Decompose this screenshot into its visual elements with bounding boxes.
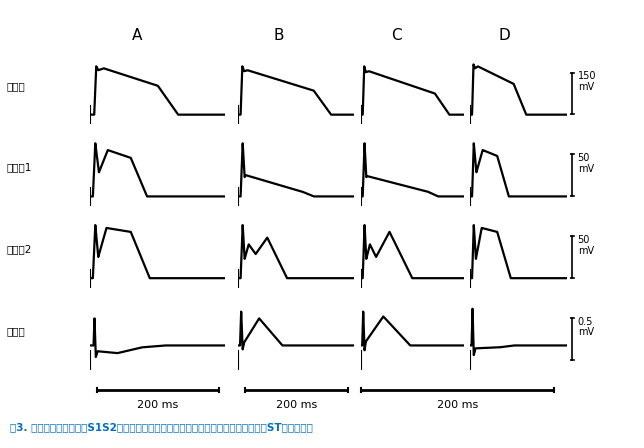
Text: C: C bbox=[392, 28, 402, 43]
Text: 200 ms: 200 ms bbox=[437, 400, 478, 409]
Text: 图3. 给予胍那地尔灌注、S1S2刺激、缩短基础周长刺激对内外膜复极平台期及心电图ST段的影响。: 图3. 给予胍那地尔灌注、S1S2刺激、缩短基础周长刺激对内外膜复极平台期及心电… bbox=[10, 422, 312, 432]
Text: 心内膜: 心内膜 bbox=[6, 81, 25, 90]
Text: 心外膜1: 心外膜1 bbox=[6, 163, 32, 172]
Text: 150
mV: 150 mV bbox=[578, 71, 596, 92]
Text: 200 ms: 200 ms bbox=[137, 400, 178, 409]
Text: 心电图: 心电图 bbox=[6, 326, 25, 336]
Text: D: D bbox=[498, 28, 510, 43]
Text: 200 ms: 200 ms bbox=[276, 400, 317, 409]
Text: 50
mV: 50 mV bbox=[578, 235, 594, 256]
Text: 50
mV: 50 mV bbox=[578, 153, 594, 174]
Text: B: B bbox=[274, 28, 284, 43]
Text: A: A bbox=[132, 28, 143, 43]
Text: 心外膜2: 心外膜2 bbox=[6, 244, 32, 254]
Text: 0.5
mV: 0.5 mV bbox=[578, 317, 594, 337]
